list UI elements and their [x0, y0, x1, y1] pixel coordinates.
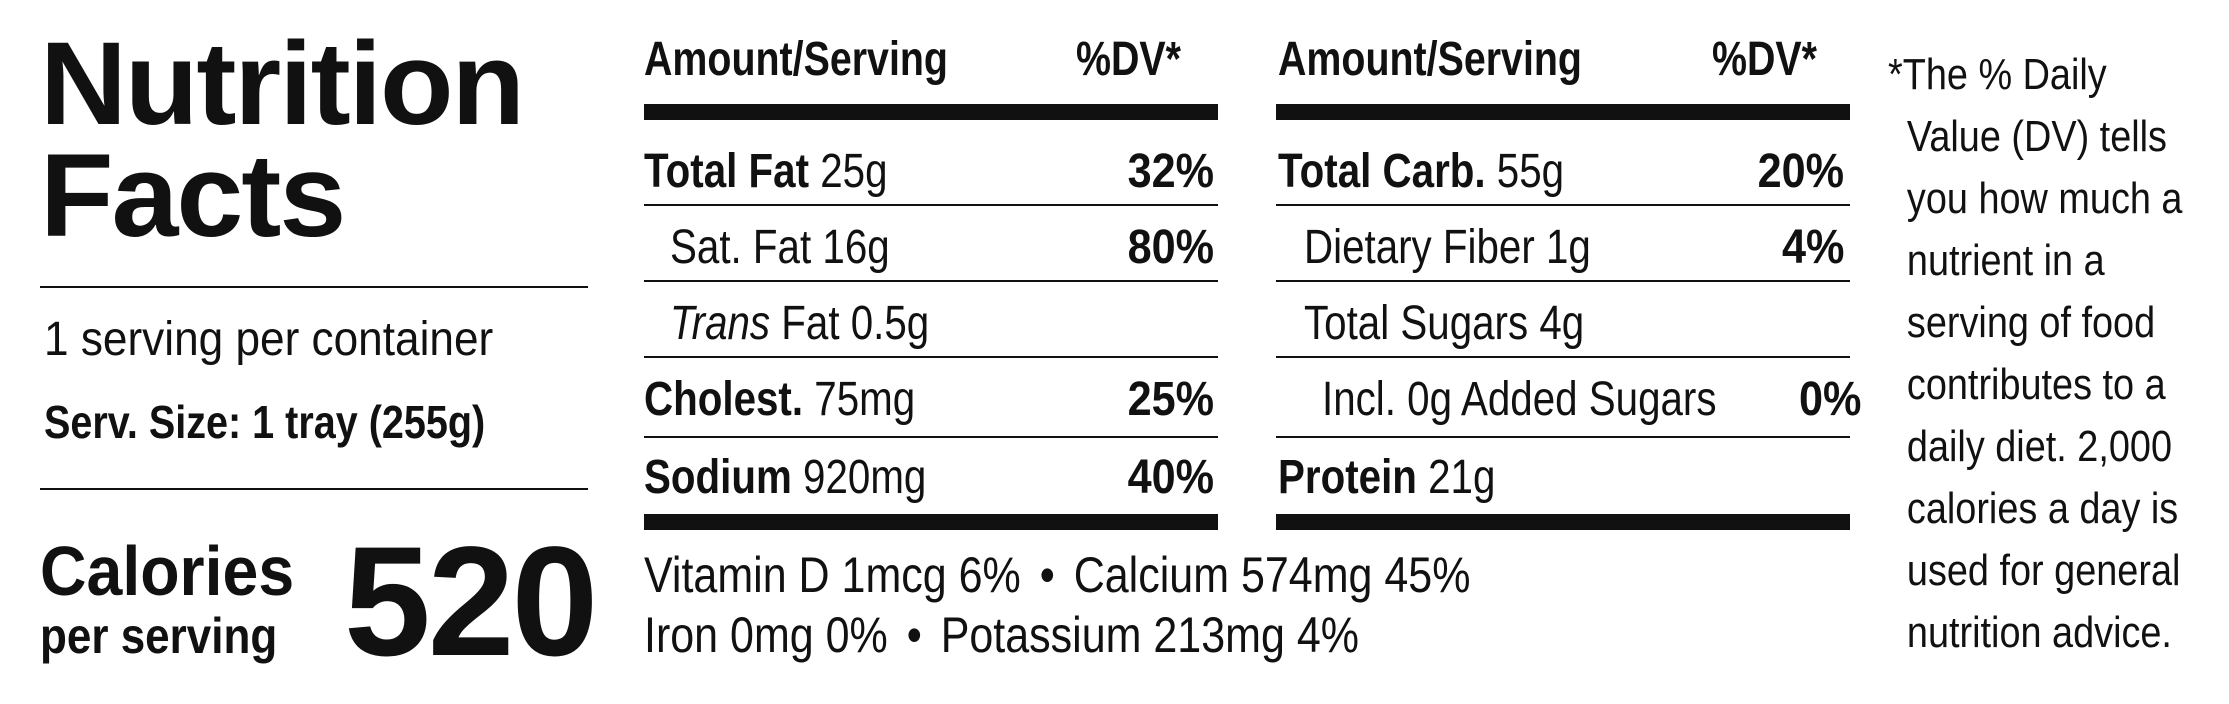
nutrition-facts-title: Nutrition Facts — [40, 25, 525, 255]
row-divider — [644, 356, 1218, 358]
row-divider — [1276, 204, 1850, 206]
nutrient-row-protein: Protein 21g — [1278, 450, 1496, 504]
nutrient-row-total-fat: Total Fat 25g 32% — [644, 144, 1214, 198]
row-divider — [1276, 436, 1850, 438]
footnote-line: calories a day is — [1906, 484, 2179, 533]
nutrient-row-trans-fat: Trans Fat 0.5g — [670, 296, 930, 350]
nutrient-row-dietary-fiber: Dietary Fiber 1g 4% — [1304, 220, 1844, 274]
col1-header-dv: %DV* — [1076, 33, 1181, 86]
separator-dot: • — [906, 607, 922, 663]
col1-top-bar — [644, 104, 1218, 120]
footnote-line: daily diet. 2,000 — [1906, 422, 2172, 471]
footnote-line: you how much a — [1906, 174, 2183, 223]
nutrient-row-added-sugars: Incl. 0g Added Sugars 0% — [1322, 372, 1862, 426]
footnote-line: *The % Daily — [1888, 50, 2107, 99]
nutrient-row-sodium: Sodium 920mg 40% — [644, 450, 1214, 504]
vitamins-line-1: Vitamin D 1mcg 6% • Calcium 574mg 45% — [644, 544, 1605, 606]
nutrient-row-total-carb: Total Carb. 55g 20% — [1278, 144, 1844, 198]
calories-sublabel: per serving — [40, 608, 278, 664]
nutrient-row-total-sugars: Total Sugars 4g — [1304, 296, 1585, 350]
calories-value: 520 — [344, 515, 598, 689]
divider — [40, 286, 588, 288]
divider — [40, 488, 588, 490]
footnote-line: nutrition advice. — [1906, 608, 2172, 657]
footnote-line: contributes to a — [1906, 360, 2166, 409]
title-line-2: Facts — [40, 130, 346, 262]
col2-bottom-bar — [1276, 514, 1850, 530]
col2-top-bar — [1276, 104, 1850, 120]
calories-label: Calories — [40, 532, 295, 610]
row-divider — [644, 436, 1218, 438]
nutrient-row-cholesterol: Cholest. 75mg 25% — [644, 372, 1214, 426]
row-divider — [1276, 356, 1850, 358]
row-divider — [644, 204, 1218, 206]
col2-header-dv: %DV* — [1712, 33, 1817, 86]
footnote-line: serving of food — [1906, 298, 2156, 347]
separator-dot: • — [1039, 547, 1055, 603]
footnote-line: nutrient in a — [1906, 236, 2105, 285]
daily-value-footnote: *The % Daily Value (DV) tells you how mu… — [1888, 44, 2228, 664]
vitamins-line-2: Iron 0mg 0% • Potassium 213mg 4% — [644, 604, 1475, 666]
footnote-line: Value (DV) tells — [1906, 112, 2167, 161]
serving-size: Serv. Size: 1 tray (255g) — [44, 396, 486, 448]
nutrient-row-sat-fat: Sat. Fat 16g 80% — [670, 220, 1214, 274]
col1-header-amount: Amount/Serving — [644, 33, 948, 86]
title-line-1: Nutrition — [40, 18, 525, 150]
col1-bottom-bar — [644, 514, 1218, 530]
servings-per-container: 1 serving per container — [44, 313, 494, 366]
col2-header-amount: Amount/Serving — [1278, 33, 1582, 86]
footnote-line: used for general — [1906, 546, 2181, 595]
row-divider — [644, 280, 1218, 282]
row-divider — [1276, 280, 1850, 282]
